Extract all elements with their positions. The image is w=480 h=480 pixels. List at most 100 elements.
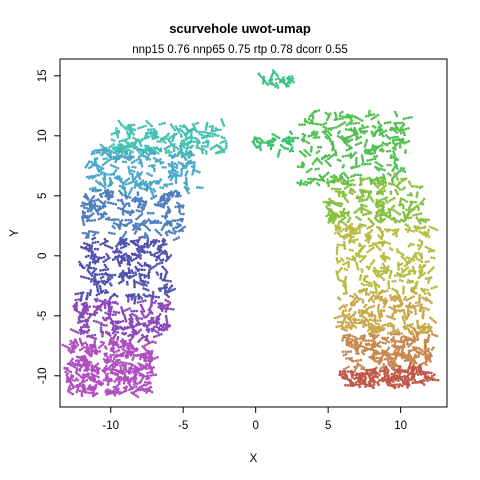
data-point — [105, 173, 108, 176]
data-point — [138, 282, 141, 285]
data-point — [163, 122, 166, 125]
data-point — [354, 311, 357, 314]
data-point — [266, 83, 269, 86]
data-point — [82, 330, 85, 333]
data-point — [435, 285, 438, 288]
data-point — [82, 210, 85, 213]
data-point — [137, 301, 140, 304]
data-point — [326, 202, 329, 205]
data-point — [88, 353, 91, 356]
data-point — [141, 138, 144, 141]
data-point — [74, 293, 77, 296]
data-point — [144, 188, 147, 191]
data-point — [152, 137, 155, 140]
data-point — [94, 219, 97, 222]
data-point — [137, 245, 140, 248]
data-point — [384, 241, 387, 244]
data-point — [109, 360, 112, 363]
data-point — [386, 242, 389, 245]
data-point — [332, 127, 335, 130]
data-point — [404, 219, 407, 222]
data-point — [335, 190, 338, 193]
data-point — [393, 217, 396, 220]
data-point — [150, 321, 153, 324]
data-point — [130, 310, 133, 313]
data-point — [342, 280, 345, 283]
data-point — [114, 256, 117, 259]
data-point — [345, 212, 348, 215]
data-point — [166, 283, 169, 286]
data-point — [396, 185, 399, 188]
data-point — [356, 232, 359, 235]
data-point — [383, 197, 386, 200]
data-point — [79, 369, 82, 372]
data-point — [292, 138, 295, 141]
data-point — [403, 167, 406, 170]
data-point — [318, 109, 321, 112]
data-point — [159, 313, 162, 316]
data-point — [155, 296, 158, 299]
data-point — [416, 258, 419, 261]
data-point — [146, 251, 149, 254]
data-point — [399, 122, 402, 125]
data-point — [140, 200, 143, 203]
data-point — [372, 149, 375, 152]
data-point — [399, 144, 402, 147]
data-point — [79, 338, 82, 341]
data-point — [414, 305, 417, 308]
data-point — [135, 239, 138, 242]
data-point — [339, 188, 342, 191]
data-point — [119, 264, 122, 267]
data-point — [142, 287, 145, 290]
data-point — [318, 184, 321, 187]
data-point — [112, 202, 115, 205]
data-point — [117, 218, 120, 221]
data-point — [395, 232, 398, 235]
data-point — [321, 157, 324, 160]
data-point — [315, 123, 318, 126]
data-point — [379, 183, 382, 186]
data-point — [384, 122, 387, 125]
data-point — [417, 213, 420, 216]
data-point — [421, 185, 424, 188]
data-point — [349, 190, 352, 193]
data-point — [86, 379, 89, 382]
data-point — [165, 317, 168, 320]
data-point — [367, 218, 370, 221]
data-point — [222, 141, 225, 144]
data-point — [116, 295, 119, 298]
data-point — [177, 225, 180, 228]
data-point — [341, 176, 344, 179]
data-point — [148, 135, 151, 138]
data-point — [425, 218, 428, 221]
data-point — [120, 367, 123, 370]
data-point — [86, 264, 89, 267]
data-point — [410, 229, 413, 232]
data-point — [113, 222, 116, 225]
data-point — [396, 122, 399, 125]
data-point — [103, 158, 106, 161]
data-point — [189, 150, 192, 153]
data-point — [114, 176, 117, 179]
data-point — [107, 193, 110, 196]
data-point — [108, 246, 111, 249]
data-point — [359, 298, 362, 301]
data-point — [389, 164, 392, 167]
data-point — [349, 239, 352, 242]
data-point — [337, 244, 340, 247]
data-point — [115, 158, 118, 161]
data-point — [349, 180, 352, 183]
data-point — [357, 117, 360, 120]
data-point — [140, 317, 143, 320]
data-point — [361, 198, 364, 201]
data-point — [205, 128, 208, 131]
data-point — [142, 179, 145, 182]
data-point — [351, 223, 354, 226]
data-point — [344, 281, 347, 284]
data-point — [336, 253, 339, 256]
data-point — [121, 391, 124, 394]
data-point — [392, 147, 395, 150]
data-point — [168, 303, 171, 306]
data-point — [160, 162, 163, 165]
data-point — [86, 292, 89, 295]
